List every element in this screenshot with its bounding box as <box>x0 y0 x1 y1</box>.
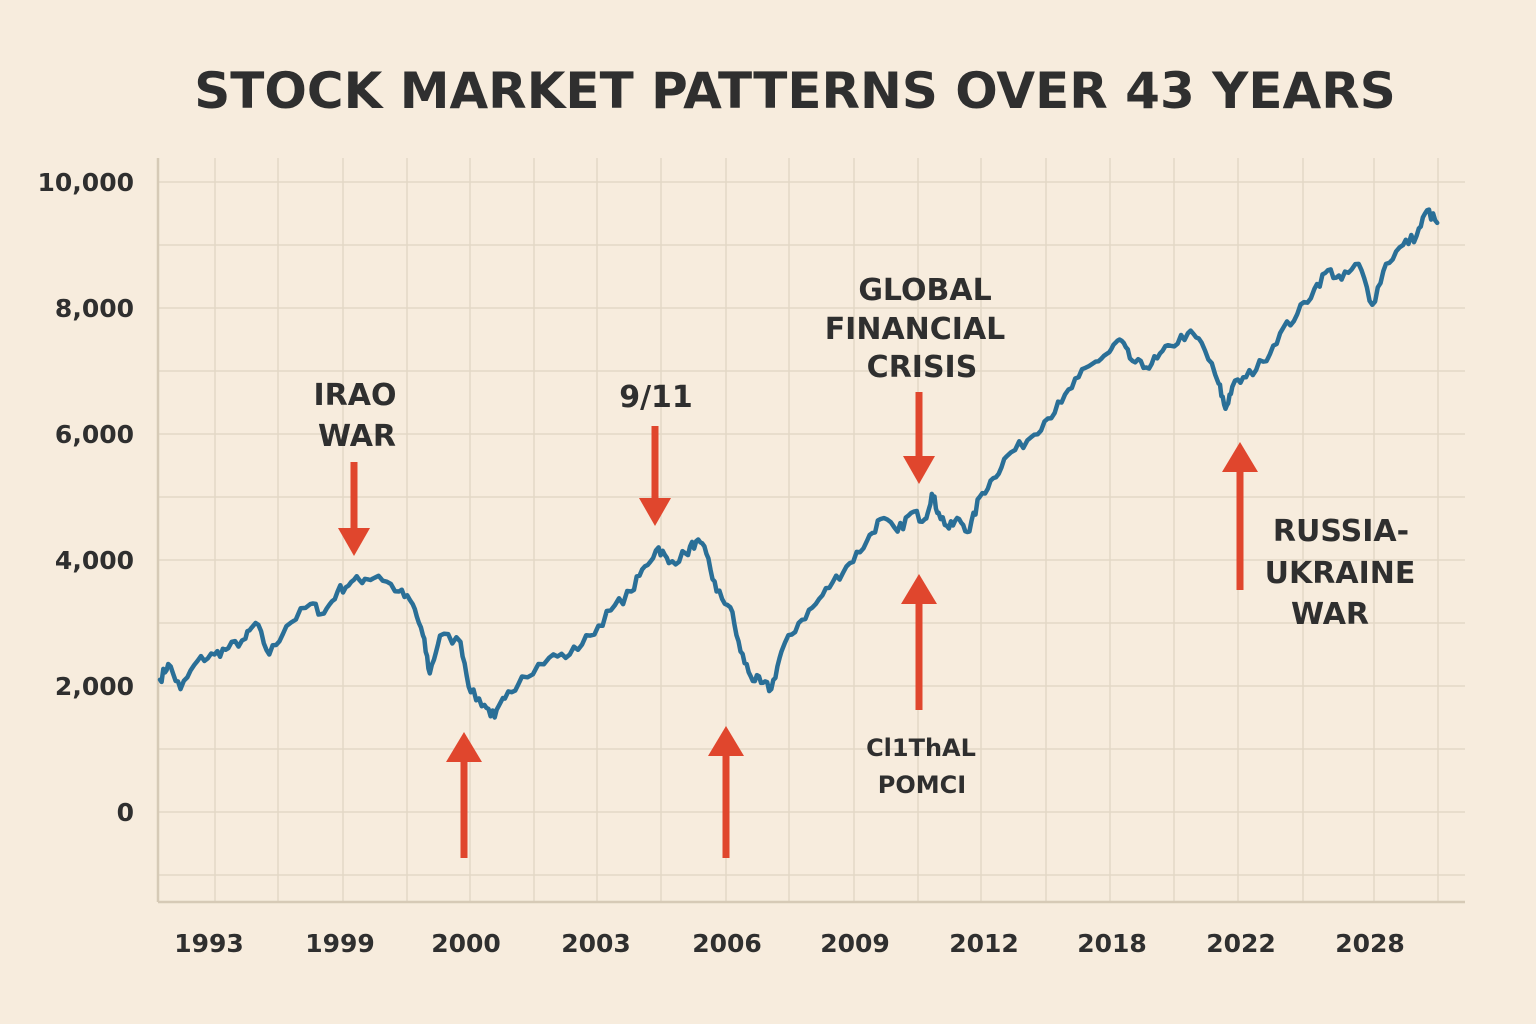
series-line-index <box>157 207 1440 720</box>
annotation-iraq-war: IRAO WAR <box>314 378 397 454</box>
x-tick-label: 1999 <box>305 929 375 958</box>
annotation-arrows <box>338 392 1258 858</box>
x-tick-label: 2000 <box>431 929 501 958</box>
y-tick-label: 8,000 <box>55 294 134 323</box>
annotation-line: GLOBAL <box>858 273 991 308</box>
annotation-global-financial-crisis: GLOBAL FINANCIAL CRISIS <box>825 273 1006 385</box>
y-tick-label: 10,000 <box>38 168 134 197</box>
annotation-line: POMCI <box>878 771 966 799</box>
annotation-nine-eleven: 9/11 <box>619 380 693 415</box>
annotation-line: UKRAINE <box>1265 556 1416 591</box>
x-axis-ticks: 1993 1999 2000 2003 2006 2009 2012 2018 2022 2028 <box>174 929 1405 958</box>
annotation-line: IRAO <box>314 378 397 413</box>
x-tick-label: 2012 <box>949 929 1019 958</box>
annotation-russia-ukraine-war: RUSSIA- UKRAINE WAR <box>1265 514 1416 632</box>
y-axis-ticks: 0 2,000 4,000 6,000 8,000 10,000 <box>38 168 134 827</box>
chart-title: STOCK MARKET PATTERNS OVER 43 YEARS <box>194 62 1395 120</box>
annotation-line: 9/11 <box>619 380 693 415</box>
arrow-up-icon <box>446 732 482 858</box>
y-tick-label: 2,000 <box>55 672 134 701</box>
annotation-line: FINANCIAL <box>825 312 1006 347</box>
x-tick-label: 2003 <box>561 929 631 958</box>
annotation-line: WAR <box>1291 597 1369 632</box>
x-tick-label: 2028 <box>1335 929 1405 958</box>
arrow-down-icon <box>338 462 370 556</box>
annotation-line: WAR <box>318 419 396 454</box>
y-tick-label: 4,000 <box>55 546 134 575</box>
x-tick-label: 1993 <box>174 929 244 958</box>
arrow-up-icon <box>708 726 744 858</box>
annotation-garbled-label: Cl1ThAL POMCI <box>866 734 976 799</box>
y-tick-label: 6,000 <box>55 420 134 449</box>
x-tick-label: 2022 <box>1206 929 1276 958</box>
arrow-up-icon <box>1222 442 1258 590</box>
arrow-down-icon <box>903 392 935 484</box>
y-tick-label: 0 <box>117 798 134 827</box>
x-tick-label: 2006 <box>692 929 762 958</box>
annotation-line: CRISIS <box>867 350 978 385</box>
arrow-up-icon <box>901 574 937 710</box>
annotation-line: Cl1ThAL <box>866 734 976 762</box>
x-tick-label: 2018 <box>1077 929 1147 958</box>
arrow-down-icon <box>639 426 671 526</box>
x-tick-label: 2009 <box>820 929 890 958</box>
annotation-line: RUSSIA- <box>1273 514 1409 549</box>
